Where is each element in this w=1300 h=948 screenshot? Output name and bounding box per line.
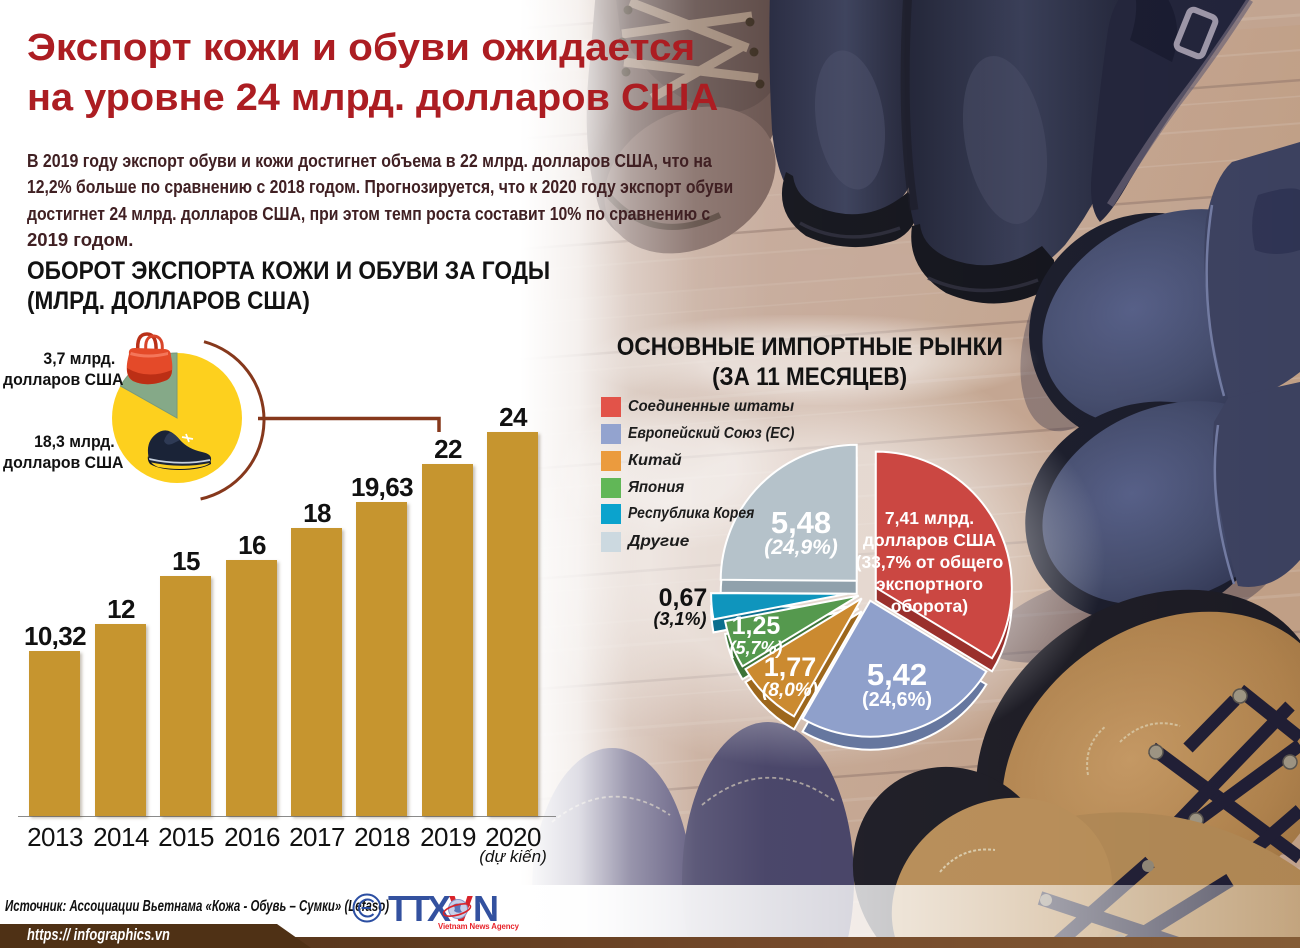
svg-text:N: N [473,889,499,929]
svg-text:Vietnam News Agency: Vietnam News Agency [438,922,520,931]
svg-text:TT: TT [388,889,430,929]
